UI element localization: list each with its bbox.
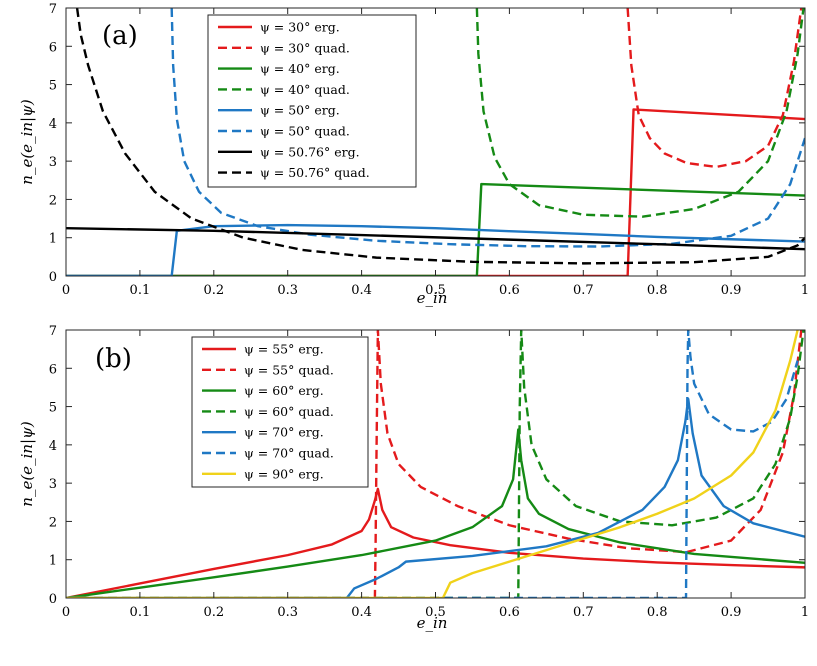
legend-entry-70-quad: ψ = 70° quad. <box>244 446 334 461</box>
y-tick-label: 0 <box>49 270 57 285</box>
x-tick-label: 0.6 <box>499 605 520 620</box>
legend-entry-70-erg: ψ = 70° erg. <box>244 425 324 440</box>
series-line-60-erg <box>66 428 805 598</box>
x-tick-label: 0.7 <box>573 283 594 298</box>
series-line-5076-quad <box>75 8 805 265</box>
series-line-70-quad <box>66 330 799 598</box>
x-tick-label: 0.5 <box>425 605 446 620</box>
series-line-50-quad <box>170 8 805 248</box>
legend-entry-30-quad: ψ = 30° quad. <box>260 40 350 55</box>
panel-label: (a) <box>102 21 138 51</box>
panel-b: 0 0.1 0.2 0.3 0.4 0.5 0.6 0.7 0.8 0.9 1 0 1 2 3 4 5 6 7 e_i… <box>18 324 809 632</box>
y-axis-label: n_e(e_in|ψ) <box>18 421 36 507</box>
x-axis-label: e_in <box>417 614 448 632</box>
series-group <box>66 8 805 276</box>
y-tick-label: 3 <box>49 477 57 492</box>
legend: ψ = 55° erg. ψ = 55° quad. ψ = 60° erg. ψ =… <box>191 336 369 488</box>
legend-entry-60-erg: ψ = 60° erg. <box>244 383 324 398</box>
legend-entry-60-quad: ψ = 60° quad. <box>244 404 334 419</box>
x-tick-label: 0 <box>62 283 70 298</box>
series-line-70-erg <box>66 397 805 598</box>
legend-entry-50-quad: ψ = 50° quad. <box>260 124 350 139</box>
y-tick-label: 4 <box>49 439 57 454</box>
x-tick-label: 0.3 <box>277 605 298 620</box>
x-tick-label: 0.9 <box>721 605 742 620</box>
plot-frame <box>65 329 806 599</box>
legend-box <box>207 14 417 188</box>
x-tick-label: 0.8 <box>647 605 668 620</box>
x-tick-label: 0.1 <box>130 283 151 298</box>
series-line-55-erg <box>66 487 805 598</box>
x-tick-label: 0.7 <box>573 605 594 620</box>
panel-a: 0 0.1 0.2 0.3 0.4 0.5 0.6 0.7 0.8 0.9 1 0 1 2 3 4 5 6 7 e_i… <box>18 2 809 307</box>
y-tick-label: 7 <box>49 2 57 17</box>
series-line-90-erg <box>66 330 799 598</box>
series-group <box>66 330 805 598</box>
x-axis-label: e_in <box>417 289 448 307</box>
x-tick-label: 0.2 <box>203 605 224 620</box>
y-tick-label: 6 <box>49 40 57 55</box>
x-tick-label: 0 <box>62 605 70 620</box>
series-line-50-erg <box>66 223 805 276</box>
legend-entry-50-erg: ψ = 50° erg. <box>260 103 340 118</box>
series-line-30-erg <box>66 108 805 276</box>
legend-entry-55-erg: ψ = 55° erg. <box>244 342 324 357</box>
x-tick-label: 0.9 <box>721 283 742 298</box>
x-tick-label: 1 <box>801 605 809 620</box>
legend-entry-90-erg: ψ = 90° erg. <box>244 466 324 481</box>
legend-entry-55-quad: ψ = 55° quad. <box>244 362 334 377</box>
y-tick-label: 2 <box>49 193 57 208</box>
legend-entry-30-erg: ψ = 30° erg. <box>260 20 340 35</box>
x-tick-label: 0.8 <box>647 283 668 298</box>
y-tick-label: 5 <box>49 79 57 94</box>
y-tick-label: 1 <box>49 232 57 247</box>
series-line-60-quad <box>66 330 805 598</box>
x-tick-label: 0.6 <box>499 283 520 298</box>
x-tick-label: 0.2 <box>203 283 224 298</box>
y-tick-label: 1 <box>49 554 57 569</box>
panel-label: (b) <box>95 344 132 374</box>
legend-entry-40-erg: ψ = 40° erg. <box>260 61 340 76</box>
y-tick-label: 6 <box>49 362 57 377</box>
series-line-30-quad <box>626 8 803 169</box>
y-axis-label: n_e(e_in|ψ) <box>18 99 36 185</box>
x-tick-label: 0.1 <box>130 605 151 620</box>
series-line-40-quad <box>475 8 805 218</box>
x-tick-label: 1 <box>801 283 809 298</box>
legend-entry-5076-quad: ψ = 50.76° quad. <box>260 165 370 180</box>
series-line-55-quad <box>66 330 803 598</box>
y-tick-label: 3 <box>49 155 57 170</box>
x-tick-label: 0.5 <box>425 283 446 298</box>
x-tick-label: 0.3 <box>277 283 298 298</box>
y-tick-label: 4 <box>49 117 57 132</box>
x-tick-label: 0.4 <box>351 283 372 298</box>
y-tick-label: 5 <box>49 401 57 416</box>
x-tick-label: 0.4 <box>351 605 372 620</box>
y-tick-label: 2 <box>49 515 57 530</box>
legend: ψ = 30° erg. ψ = 30° quad. ψ = 40° erg. ψ =… <box>207 14 417 188</box>
y-tick-label: 0 <box>49 592 57 607</box>
legend-entry-5076-erg: ψ = 50.76° erg. <box>260 144 360 159</box>
series-line-5076-erg <box>66 226 805 251</box>
legend-entry-40-quad: ψ = 40° quad. <box>260 82 350 97</box>
y-tick-label: 7 <box>49 324 57 339</box>
